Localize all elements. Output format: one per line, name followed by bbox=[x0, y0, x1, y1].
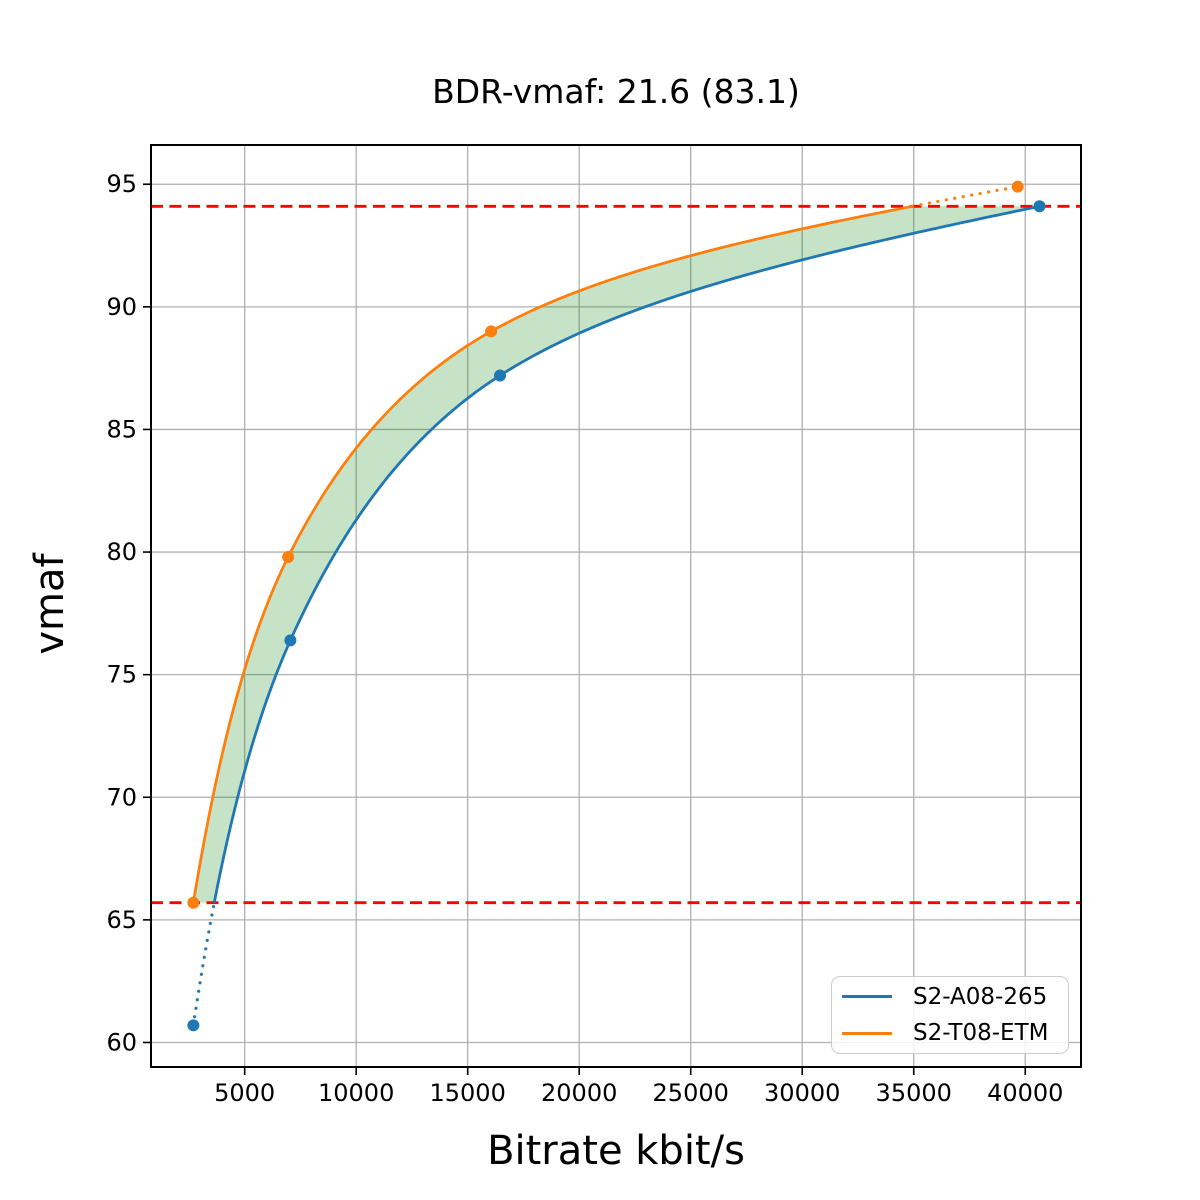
curve-s2-t08-etm bbox=[191, 204, 914, 903]
x-tick-label: 15000 bbox=[430, 1079, 506, 1107]
y-tick-label: 80 bbox=[106, 538, 137, 566]
curve-s2-a08-265 bbox=[212, 204, 1040, 904]
y-tick-label: 75 bbox=[106, 661, 137, 689]
x-tick-label: 40000 bbox=[987, 1079, 1063, 1107]
x-axis-label: Bitrate kbit/s bbox=[487, 1128, 745, 1174]
x-tick-label: 35000 bbox=[876, 1079, 952, 1107]
legend: S2-A08-265 S2-T08-ETM bbox=[831, 976, 1069, 1054]
data-point-s2-a08-265 bbox=[494, 369, 507, 382]
x-tick-label: 25000 bbox=[653, 1079, 729, 1107]
x-tick-label: 10000 bbox=[318, 1079, 394, 1107]
x-tick-label: 20000 bbox=[541, 1079, 617, 1107]
data-point-s2-t08-etm bbox=[485, 325, 498, 338]
x-tick-label: 30000 bbox=[764, 1079, 840, 1107]
legend-line-sample-blue bbox=[842, 995, 892, 999]
data-point-s2-t08-etm bbox=[187, 896, 200, 909]
legend-label: S2-A08-265 bbox=[913, 983, 1048, 1010]
legend-item-s2-a08-265: S2-A08-265 bbox=[832, 980, 1068, 1014]
bd-overlap-shaded-region bbox=[193, 206, 1040, 903]
y-tick-label: 60 bbox=[106, 1028, 137, 1056]
y-axis-label: vmaf bbox=[27, 553, 73, 655]
chart-title: BDR-vmaf: 21.6 (83.1) bbox=[432, 72, 800, 111]
y-tick-label: 90 bbox=[106, 293, 137, 321]
legend-label: S2-T08-ETM bbox=[913, 1020, 1049, 1047]
y-tick-label: 95 bbox=[106, 170, 137, 198]
legend-item-s2-t08-etm: S2-T08-ETM bbox=[832, 1016, 1068, 1050]
curve-dotted-extension-blue bbox=[191, 901, 216, 1027]
x-tick-label: 5000 bbox=[214, 1079, 275, 1107]
data-point-s2-t08-etm bbox=[282, 550, 295, 563]
data-point-s2-a08-265 bbox=[284, 634, 297, 647]
curve-dotted-extension-orange bbox=[910, 185, 1020, 208]
y-tick-label: 85 bbox=[106, 415, 137, 443]
y-tick-label: 65 bbox=[106, 906, 137, 934]
axes-spines bbox=[150, 144, 1082, 1068]
y-tick-label: 70 bbox=[106, 783, 137, 811]
legend-line-sample-orange bbox=[842, 1031, 892, 1035]
data-point-s2-a08-265 bbox=[1033, 200, 1046, 213]
data-point-s2-t08-etm bbox=[1011, 180, 1024, 193]
data-point-s2-a08-265 bbox=[187, 1019, 200, 1032]
